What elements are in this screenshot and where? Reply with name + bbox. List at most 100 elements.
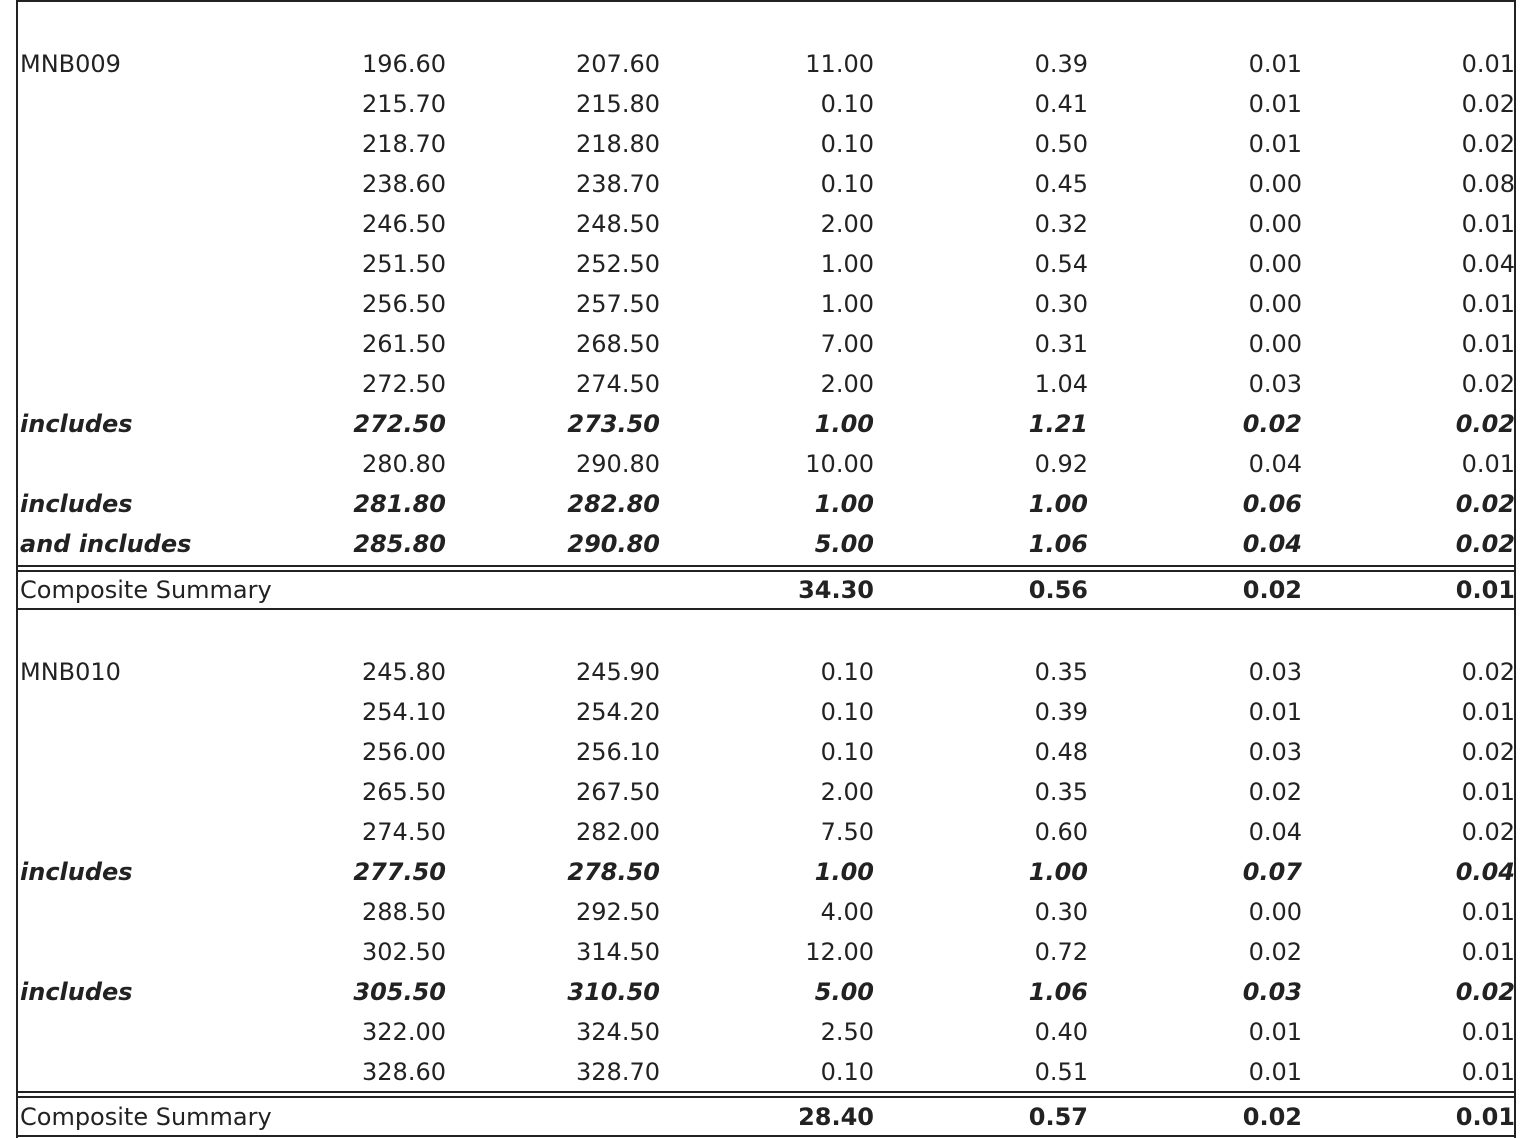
interval-value: 1.00: [820, 250, 874, 278]
interval-value: 7.00: [820, 330, 874, 358]
assay-results-table: [16, 0, 1516, 1138]
interval-value: 1.00: [820, 290, 874, 318]
table-row: 254.10 254.20 0.10 0.39 0.01 0.01: [0, 692, 1536, 732]
grade-value: 0.54: [1034, 250, 1088, 278]
grade-value: 0.02: [1455, 530, 1515, 558]
grade-value: 0.02: [1242, 410, 1302, 438]
grade-value: 0.04: [1455, 858, 1515, 886]
table-row: 265.50 267.50 2.00 0.35 0.02 0.01: [0, 772, 1536, 812]
grade-value: 1.04: [1034, 370, 1088, 398]
grade-value: 0.01: [1248, 90, 1302, 118]
interval-value: 0.10: [820, 130, 874, 158]
interval-value: 0.10: [820, 90, 874, 118]
grade-value: 0.72: [1034, 938, 1088, 966]
grade-value: 0.01: [1461, 1058, 1515, 1086]
from-value: 305.50: [353, 978, 446, 1006]
grade-value: 0.35: [1034, 658, 1088, 686]
interval-value: 0.10: [820, 170, 874, 198]
summary-grade: 0.02: [1242, 576, 1302, 604]
table-row: MNB009 196.60 207.60 11.00 0.39 0.01 0.0…: [0, 44, 1536, 84]
grade-value: 1.06: [1028, 530, 1088, 558]
to-value: 278.50: [567, 858, 660, 886]
table-row: 215.70 215.80 0.10 0.41 0.01 0.02: [0, 84, 1536, 124]
interval-value: 0.10: [820, 658, 874, 686]
from-value: 218.70: [362, 130, 446, 158]
table-row-includes: and includes 285.80 290.80 5.00 1.06 0.0…: [0, 524, 1536, 564]
grade-value: 0.03: [1248, 658, 1302, 686]
to-value: 274.50: [576, 370, 660, 398]
grade-value: 0.01: [1461, 938, 1515, 966]
grade-value: 0.39: [1034, 698, 1088, 726]
to-value: 310.50: [567, 978, 660, 1006]
interval-value: 0.10: [820, 738, 874, 766]
from-value: 265.50: [362, 778, 446, 806]
table-row: 218.70 218.80 0.10 0.50 0.01 0.02: [0, 124, 1536, 164]
from-value: 272.50: [353, 410, 446, 438]
grade-value: 0.01: [1248, 1058, 1302, 1086]
interval-value: 0.10: [820, 698, 874, 726]
from-value: 238.60: [362, 170, 446, 198]
grade-value: 0.03: [1248, 738, 1302, 766]
interval-value: 12.00: [805, 938, 874, 966]
from-value: 245.80: [362, 658, 446, 686]
grade-value: 0.40: [1034, 1018, 1088, 1046]
table-bottom-border: [16, 1135, 1516, 1137]
grade-value: 1.00: [1028, 490, 1088, 518]
from-value: 215.70: [362, 90, 446, 118]
interval-value: 10.00: [805, 450, 874, 478]
table-row: 256.50 257.50 1.00 0.30 0.00 0.01: [0, 284, 1536, 324]
composite-summary-row: Composite Summary 34.30 0.56 0.02 0.01: [0, 570, 1536, 610]
row-label: includes: [20, 978, 133, 1006]
from-value: 280.80: [362, 450, 446, 478]
grade-value: 0.32: [1034, 210, 1088, 238]
interval-value: 0.10: [820, 1058, 874, 1086]
table-row-includes: includes 277.50 278.50 1.00 1.00 0.07 0.…: [0, 852, 1536, 892]
from-value: 285.80: [353, 530, 446, 558]
grade-value: 0.02: [1461, 818, 1515, 846]
to-value: 248.50: [576, 210, 660, 238]
to-value: 282.00: [576, 818, 660, 846]
grade-value: 0.01: [1248, 50, 1302, 78]
to-value: 314.50: [576, 938, 660, 966]
from-value: 328.60: [362, 1058, 446, 1086]
grade-value: 0.00: [1248, 250, 1302, 278]
grade-value: 0.01: [1461, 330, 1515, 358]
grade-value: 0.30: [1034, 290, 1088, 318]
summary-grade: 0.02: [1242, 1103, 1302, 1131]
grade-value: 0.01: [1461, 778, 1515, 806]
grade-value: 0.07: [1242, 858, 1302, 886]
table-row: 246.50 248.50 2.00 0.32 0.00 0.01: [0, 204, 1536, 244]
grade-value: 0.02: [1461, 658, 1515, 686]
table-row: 238.60 238.70 0.10 0.45 0.00 0.08: [0, 164, 1536, 204]
grade-value: 0.02: [1461, 90, 1515, 118]
grade-value: 0.04: [1461, 250, 1515, 278]
to-value: 290.80: [576, 450, 660, 478]
composite-summary-row: Composite Summary 28.40 0.57 0.02 0.01: [0, 1097, 1536, 1137]
to-value: 290.80: [567, 530, 660, 558]
grade-value: 0.01: [1461, 50, 1515, 78]
row-label: and includes: [20, 530, 192, 558]
summary-interval: 28.40: [798, 1103, 874, 1131]
summary-grade: 0.01: [1455, 576, 1515, 604]
from-value: 254.10: [362, 698, 446, 726]
grade-value: 0.00: [1248, 290, 1302, 318]
grade-value: 0.48: [1034, 738, 1088, 766]
table-row: 272.50 274.50 2.00 1.04 0.03 0.02: [0, 364, 1536, 404]
interval-value: 2.00: [820, 370, 874, 398]
grade-value: 0.02: [1248, 938, 1302, 966]
grade-value: 0.00: [1248, 170, 1302, 198]
interval-value: 1.00: [814, 410, 874, 438]
summary-grade: 0.57: [1028, 1103, 1088, 1131]
table-row-includes: includes 281.80 282.80 1.00 1.00 0.06 0.…: [0, 484, 1536, 524]
grade-value: 0.02: [1455, 410, 1515, 438]
interval-value: 7.50: [820, 818, 874, 846]
block-separator-rule: [16, 608, 1516, 610]
grade-value: 0.01: [1461, 450, 1515, 478]
to-value: 254.20: [576, 698, 660, 726]
summary-double-rule: [16, 565, 1516, 572]
from-value: 288.50: [362, 898, 446, 926]
grade-value: 0.39: [1034, 50, 1088, 78]
interval-value: 4.00: [820, 898, 874, 926]
to-value: 268.50: [576, 330, 660, 358]
hole-id: MNB009: [20, 50, 121, 78]
